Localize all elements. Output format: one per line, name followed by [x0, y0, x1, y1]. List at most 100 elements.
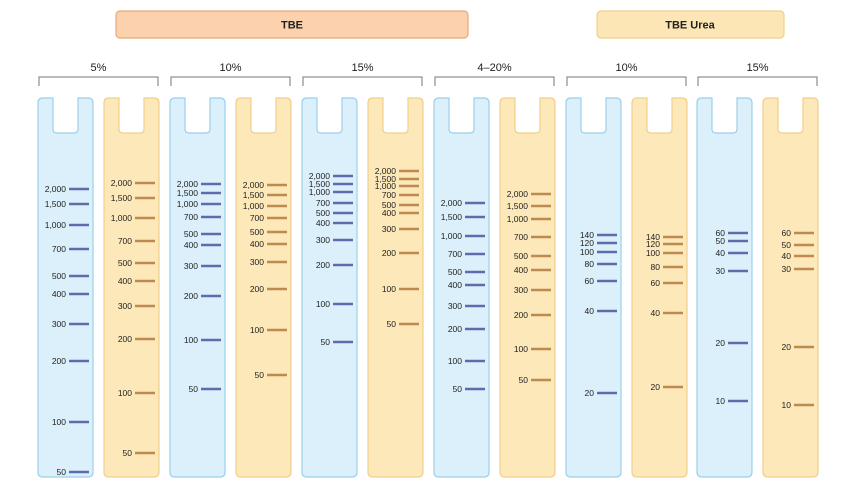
- band-size-label: 100: [514, 344, 528, 354]
- group-bracket: [566, 76, 687, 86]
- band-size-label: 50: [57, 467, 67, 477]
- lane-outline: [631, 97, 688, 478]
- gel-lane-yellow: 2,000 1,500 1,000 700 500 400 300 200 100 50: [499, 97, 556, 478]
- band-size-label: 1,500: [309, 179, 331, 189]
- band-size-label: 200: [118, 334, 132, 344]
- gel-percentage-label: 15%: [351, 62, 373, 74]
- band-size-label: 100: [250, 325, 264, 335]
- group-bracket: [434, 76, 555, 86]
- band-size-label: 1,500: [177, 188, 199, 198]
- band-size-label: 700: [316, 198, 330, 208]
- band-size-label: 50: [453, 384, 463, 394]
- tbe-header-box: [115, 10, 469, 39]
- band-size-label: 120: [646, 239, 660, 249]
- band-size-label: 60: [716, 228, 726, 238]
- band-size-label: 300: [118, 301, 132, 311]
- band-size-label: 200: [184, 291, 198, 301]
- band-size-label: 80: [585, 259, 595, 269]
- band-size-label: 400: [118, 276, 132, 286]
- lane-outline: [367, 97, 424, 478]
- band-size-label: 700: [118, 236, 132, 246]
- gel-group: 5%2,0001,5001,000700500400300200100502,0…: [37, 62, 160, 478]
- band-size-label: 700: [448, 249, 462, 259]
- lane-outline: [103, 97, 160, 478]
- band-size-label: 140: [580, 230, 594, 240]
- band-size-label: 400: [448, 280, 462, 290]
- band-size-label: 700: [250, 213, 264, 223]
- lane-outline: [37, 97, 94, 478]
- gel-group: 4–20% 2,000 1,500 1,000 700 500 400 300 200 100 50…: [433, 62, 556, 478]
- band-size-label: 100: [118, 388, 132, 398]
- band-size-label: 1,500: [507, 201, 529, 211]
- band-size-label: 400: [184, 240, 198, 250]
- band-size-label: 200: [382, 248, 396, 258]
- band-size-label: 50: [189, 384, 199, 394]
- band-size-label: 2,000: [441, 198, 463, 208]
- band-size-label: 30: [716, 266, 726, 276]
- band-size-label: 10: [782, 400, 792, 410]
- band-size-label: 500: [52, 271, 66, 281]
- band-size-label: 2,000: [111, 178, 133, 188]
- band-size-label: 40: [782, 251, 792, 261]
- band-size-label: 400: [382, 208, 396, 218]
- band-size-label: 40: [716, 248, 726, 258]
- band-size-label: 1,500: [243, 190, 265, 200]
- lane-outline: [301, 97, 358, 478]
- band-size-label: 500: [118, 258, 132, 268]
- band-size-label: 1,000: [177, 199, 199, 209]
- band-size-label: 700: [382, 190, 396, 200]
- band-size-label: 1,000: [375, 181, 397, 191]
- band-size-label: 2,000: [309, 171, 331, 181]
- band-size-label: 1,500: [441, 212, 463, 222]
- band-size-label: 1,000: [441, 231, 463, 241]
- band-size-label: 300: [382, 224, 396, 234]
- band-size-label: 1,000: [45, 220, 67, 230]
- band-size-label: 40: [651, 308, 661, 318]
- band-size-label: 120: [580, 238, 594, 248]
- band-size-label: 100: [184, 335, 198, 345]
- band-size-label: 1,500: [45, 199, 67, 209]
- band-size-label: 400: [316, 218, 330, 228]
- band-size-label: 2,000: [177, 179, 199, 189]
- band-size-label: 200: [52, 356, 66, 366]
- band-size-label: 500: [382, 200, 396, 210]
- band-size-label: 300: [316, 235, 330, 245]
- band-size-label: 40: [585, 306, 595, 316]
- gel-percentage-label: 10%: [219, 62, 241, 74]
- band-size-label: 50: [255, 370, 265, 380]
- group-bracket: [302, 76, 423, 86]
- band-size-label: 50: [716, 236, 726, 246]
- lane-outline: [762, 97, 819, 478]
- band-size-label: 80: [651, 262, 661, 272]
- band-size-label: 100: [382, 284, 396, 294]
- band-size-label: 100: [316, 299, 330, 309]
- gel-groups: 5%2,0001,5001,000700500400300200100502,0…: [37, 62, 819, 478]
- lane-outline: [696, 97, 753, 478]
- band-size-label: 30: [782, 264, 792, 274]
- lane-outline: [565, 97, 622, 478]
- band-size-label: 50: [123, 448, 133, 458]
- band-size-label: 200: [514, 310, 528, 320]
- band-size-label: 300: [514, 285, 528, 295]
- gel-percentage-label: 10%: [615, 62, 637, 74]
- tbe-header-label: TBE: [281, 20, 303, 32]
- band-size-label: 500: [250, 227, 264, 237]
- band-size-label: 20: [651, 382, 661, 392]
- gel-lane-yellow: 2,000 1,500 1,000 700 500 400 300 200 100 50: [103, 97, 160, 478]
- band-size-label: 700: [514, 232, 528, 242]
- band-size-label: 300: [52, 319, 66, 329]
- lane-outline: [235, 97, 292, 478]
- gel-percentage-label: 5%: [91, 62, 107, 74]
- group-bracket: [170, 76, 291, 86]
- band-size-label: 300: [250, 257, 264, 267]
- lane-outline: [433, 97, 490, 478]
- band-size-label: 700: [184, 212, 198, 222]
- band-size-label: 500: [448, 267, 462, 277]
- gel-lane-blue: 2,000 1,500 1,000 700 500 400 300 200 100 50: [37, 97, 94, 478]
- tbe-urea-header-box: [596, 10, 785, 39]
